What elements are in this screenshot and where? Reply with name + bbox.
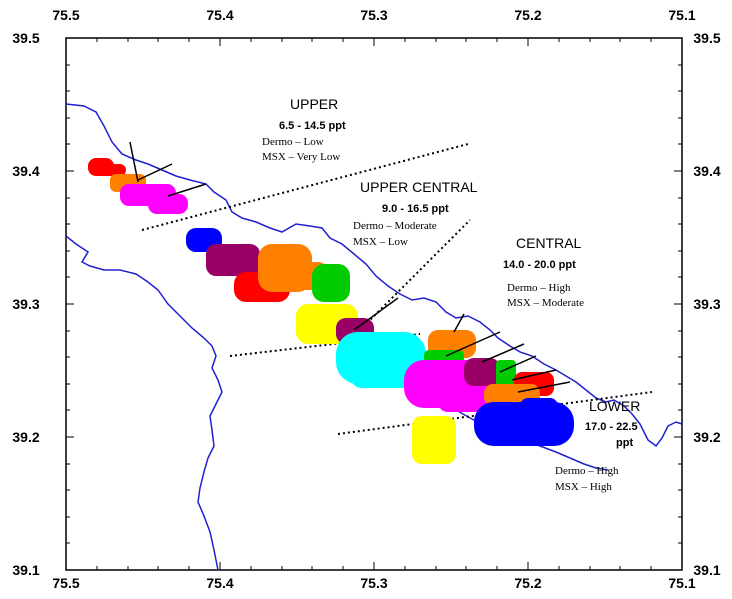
x-tick-top-0: 75.5 bbox=[52, 7, 79, 23]
transect-6 bbox=[445, 331, 501, 357]
bed-yellow-lower bbox=[412, 416, 456, 464]
region-upper-dermo: Dermo – Low bbox=[262, 136, 324, 148]
bed-magenta-central-b bbox=[438, 386, 490, 412]
y-tick-right-4: 39.1 bbox=[693, 562, 720, 578]
region-upper-central-salinity: 9.0 - 16.5 ppt bbox=[382, 203, 449, 215]
y-tick-left-2: 39.3 bbox=[12, 296, 39, 312]
region-central-name: CENTRAL bbox=[516, 235, 582, 251]
region-lower-name: LOWER bbox=[589, 398, 640, 414]
bed-green-upper-central bbox=[312, 264, 350, 302]
southwest-shoreline bbox=[65, 235, 223, 571]
x-tick-top-4: 75.1 bbox=[668, 7, 695, 23]
region-central-dermo: Dermo – High bbox=[507, 282, 571, 294]
region-central-salinity: 14.0 - 20.0 ppt bbox=[503, 259, 576, 271]
x-tick-top-2: 75.3 bbox=[360, 7, 387, 23]
transect-5 bbox=[453, 313, 465, 333]
transect-4 bbox=[353, 297, 399, 331]
transect-9 bbox=[511, 369, 557, 381]
region-central-msx: MSX – Moderate bbox=[507, 297, 584, 309]
y-tick-left-4: 39.1 bbox=[12, 562, 39, 578]
region-lower-msx: MSX – High bbox=[555, 481, 612, 493]
y-tick-right-1: 39.4 bbox=[693, 163, 720, 179]
x-tick-labels-top: 75.5 75.4 75.3 75.2 75.1 bbox=[52, 7, 695, 23]
bed-cyan-central-b bbox=[350, 360, 420, 388]
region-upper-central-msx: MSX – Low bbox=[353, 236, 408, 248]
region-upper-central-dermo: Dermo – Moderate bbox=[353, 220, 437, 232]
y-tick-labels-right: 39.5 39.4 39.3 39.2 39.1 bbox=[693, 30, 720, 578]
bed-purple-central bbox=[464, 358, 500, 386]
y-tick-right-0: 39.5 bbox=[693, 30, 720, 46]
region-upper-msx: MSX – Very Low bbox=[262, 151, 340, 163]
bed-blue-lower-b bbox=[520, 398, 558, 418]
region-upper-labels: UPPER 6.5 - 14.5 ppt Dermo – Low MSX – V… bbox=[262, 96, 346, 163]
region-lower-labels: LOWER 17.0 - 22.5 ppt Dermo – High MSX –… bbox=[555, 398, 640, 493]
x-tick-bottom-4: 75.1 bbox=[668, 575, 695, 591]
x-tick-bottom-2: 75.3 bbox=[360, 575, 387, 591]
bed-red-upper-b bbox=[98, 164, 126, 176]
transect-lines bbox=[129, 141, 571, 393]
y-tick-right-2: 39.3 bbox=[693, 296, 720, 312]
region-lower-salinity: 17.0 - 22.5 bbox=[585, 421, 638, 433]
region-upper-central-name: UPPER CENTRAL bbox=[360, 179, 478, 195]
region-lower-salinity-unit: ppt bbox=[616, 437, 633, 449]
tick-marks bbox=[65, 37, 683, 571]
transect-2 bbox=[137, 163, 173, 181]
x-tick-bottom-1: 75.4 bbox=[206, 575, 233, 591]
bed-purple-upper-central bbox=[206, 244, 260, 276]
region-lower-dermo: Dermo – High bbox=[555, 465, 619, 477]
y-tick-right-3: 39.2 bbox=[693, 429, 720, 445]
upper-boundary bbox=[141, 143, 469, 231]
oyster-bed-patches bbox=[88, 158, 574, 464]
transect-10 bbox=[517, 381, 571, 393]
x-tick-labels-bottom: 75.5 75.4 75.3 75.2 75.1 bbox=[52, 575, 695, 591]
y-tick-left-3: 39.2 bbox=[12, 429, 39, 445]
bed-green-central-b bbox=[496, 360, 516, 386]
region-central-labels: CENTRAL 14.0 - 20.0 ppt Dermo – High MSX… bbox=[503, 235, 584, 309]
region-upper-salinity: 6.5 - 14.5 ppt bbox=[279, 120, 346, 132]
transect-1 bbox=[129, 141, 139, 183]
x-tick-bottom-3: 75.2 bbox=[514, 575, 541, 591]
upper-central-boundary bbox=[229, 333, 421, 357]
x-tick-bottom-0: 75.5 bbox=[52, 575, 79, 591]
transect-3 bbox=[167, 183, 207, 197]
bed-magenta-upper-b bbox=[148, 194, 188, 214]
transect-8 bbox=[499, 355, 537, 373]
region-upper-name: UPPER bbox=[290, 96, 338, 112]
x-tick-top-1: 75.4 bbox=[206, 7, 233, 23]
region-upper-central-labels: UPPER CENTRAL 9.0 - 16.5 ppt Dermo – Mod… bbox=[353, 179, 478, 248]
northeast-shoreline bbox=[65, 103, 683, 448]
x-tick-top-3: 75.2 bbox=[514, 7, 541, 23]
y-tick-left-0: 39.5 bbox=[12, 30, 39, 46]
y-tick-left-1: 39.4 bbox=[12, 163, 39, 179]
transect-7 bbox=[481, 343, 525, 363]
y-tick-labels-left: 39.5 39.4 39.3 39.2 39.1 bbox=[12, 30, 39, 578]
